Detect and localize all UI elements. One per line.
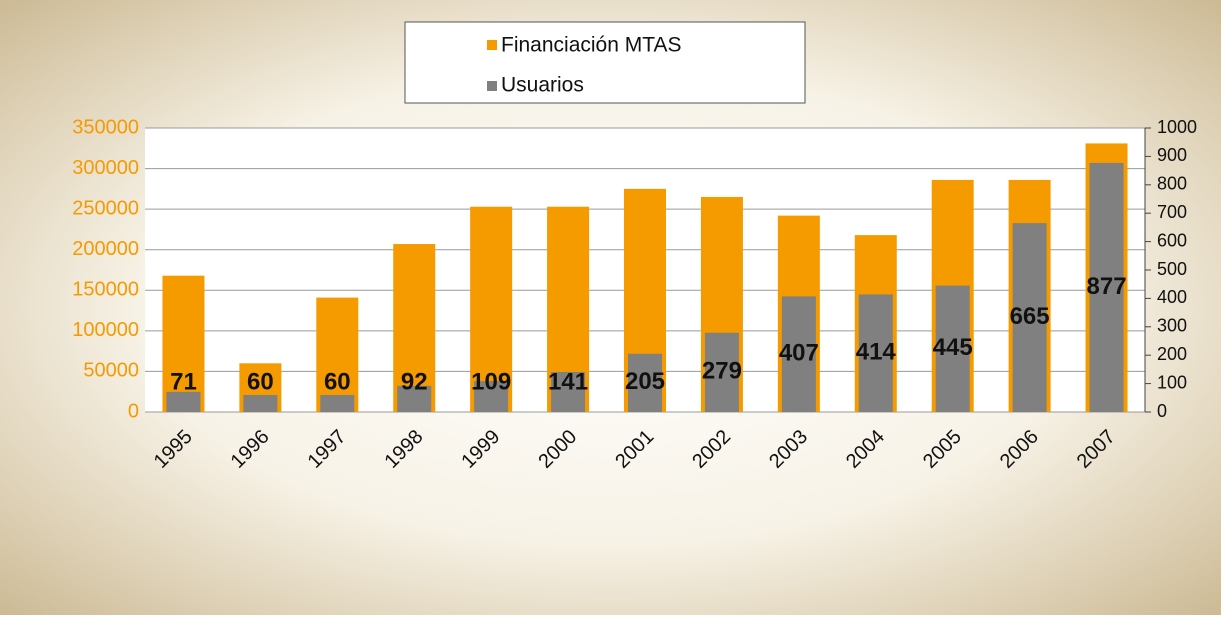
y-tick-label: 100000 (72, 319, 139, 341)
data-label: 60 (247, 368, 274, 395)
y-tick-label: 350000 (72, 116, 139, 138)
bar (935, 285, 970, 412)
data-label: 60 (324, 368, 351, 395)
y2-tick-label: 500 (1157, 259, 1187, 279)
y-tick-label: 150000 (72, 279, 139, 301)
legend-label: Financiación MTAS (501, 34, 682, 57)
data-label: 445 (933, 334, 973, 361)
data-label: 92 (401, 368, 428, 395)
y-tick-label: 200000 (72, 238, 139, 260)
bar (858, 294, 893, 412)
bar (316, 297, 359, 412)
data-label: 877 (1087, 273, 1127, 300)
y2-tick-label: 700 (1157, 202, 1187, 222)
y2-tick-label: 200 (1157, 344, 1187, 364)
bar (320, 394, 355, 412)
bar (1012, 223, 1047, 412)
y2-tick-label: 100 (1157, 372, 1187, 392)
legend (404, 21, 806, 104)
legend-label: Usuarios (501, 74, 584, 97)
bar (243, 394, 278, 412)
bar (628, 353, 662, 412)
legend-swatch (487, 81, 497, 91)
data-label: 414 (856, 339, 897, 366)
y2-tick-label: 800 (1157, 174, 1187, 194)
y-tick-label: 0 (128, 400, 139, 422)
bar (474, 381, 509, 412)
data-label: 665 (1010, 303, 1050, 330)
legend-swatch (487, 40, 497, 50)
y2-tick-label: 1000 (1157, 117, 1197, 137)
bar (704, 332, 739, 412)
y2-tick-label: 300 (1157, 316, 1187, 336)
y-tick-label: 50000 (83, 360, 139, 382)
data-label: 205 (625, 368, 665, 395)
bar (166, 391, 201, 412)
y-tick-label: 300000 (72, 157, 139, 179)
bar (393, 244, 436, 412)
bar (162, 275, 205, 412)
data-label: 141 (548, 368, 588, 395)
y-tick-label: 250000 (72, 197, 139, 219)
bar (470, 206, 513, 412)
y2-tick-label: 600 (1157, 230, 1187, 250)
y2-tick-label: 900 (1157, 145, 1187, 165)
bar (397, 385, 432, 412)
bar (1089, 162, 1124, 412)
data-label: 71 (170, 368, 197, 395)
data-label: 407 (779, 340, 819, 367)
y2-tick-label: 400 (1157, 287, 1187, 307)
bar (551, 371, 586, 412)
data-label: 109 (471, 368, 511, 395)
bar (781, 296, 816, 412)
y2-tick-label: 0 (1157, 401, 1167, 421)
data-label: 279 (702, 358, 742, 385)
